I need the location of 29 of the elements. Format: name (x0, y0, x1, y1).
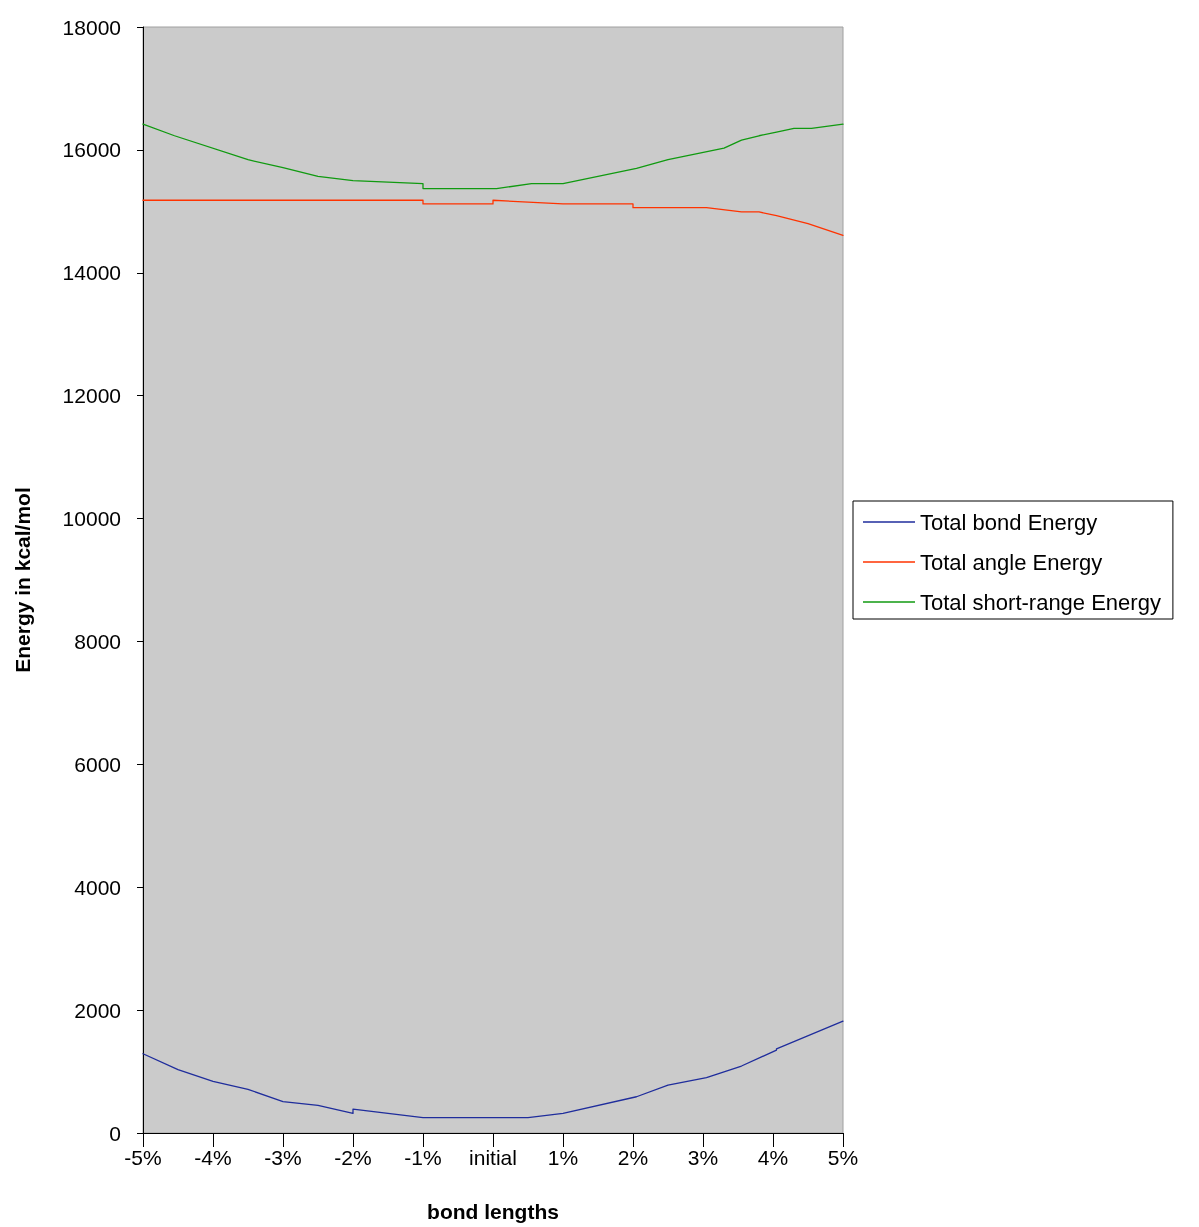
x-tick-label: 3% (687, 1146, 719, 1169)
y-tick-label: 0 (109, 1121, 121, 1145)
x-tick-label: 1% (547, 1146, 579, 1169)
legend-label: Total short-range Energy (920, 589, 1161, 615)
y-tick-label: 18000 (62, 15, 121, 39)
y-tick-label: 16000 (62, 138, 121, 162)
x-tick-label: initial (469, 1146, 517, 1169)
x-tick-label: -4% (194, 1146, 232, 1169)
y-tick-label: 10000 (62, 507, 121, 531)
x-tick-label: -3% (264, 1146, 302, 1169)
x-tick-label: 5% (827, 1146, 859, 1169)
y-tick-label: 12000 (62, 384, 121, 408)
line-series (142, 123, 844, 190)
x-tick-label: 4% (757, 1146, 789, 1169)
y-tick-label: 6000 (74, 752, 121, 776)
x-tick-label: -1% (404, 1146, 442, 1169)
line-series (142, 1020, 844, 1119)
y-tick-label: 2000 (74, 998, 121, 1022)
x-axis-title: bond lengths (427, 1200, 559, 1223)
x-tick-label: -2% (334, 1146, 372, 1169)
legend-label: Total bond Energy (920, 509, 1098, 535)
y-tick-label: 14000 (62, 261, 121, 285)
y-axis-title: Energy in kcal/mol (11, 487, 34, 673)
legend-label: Total angle Energy (920, 549, 1103, 575)
x-tick-label: -5% (124, 1146, 162, 1169)
x-tick-label: 2% (617, 1146, 649, 1169)
y-tick-label: 8000 (74, 629, 121, 653)
y-tick-label: 4000 (74, 875, 121, 899)
line-series (142, 199, 844, 236)
